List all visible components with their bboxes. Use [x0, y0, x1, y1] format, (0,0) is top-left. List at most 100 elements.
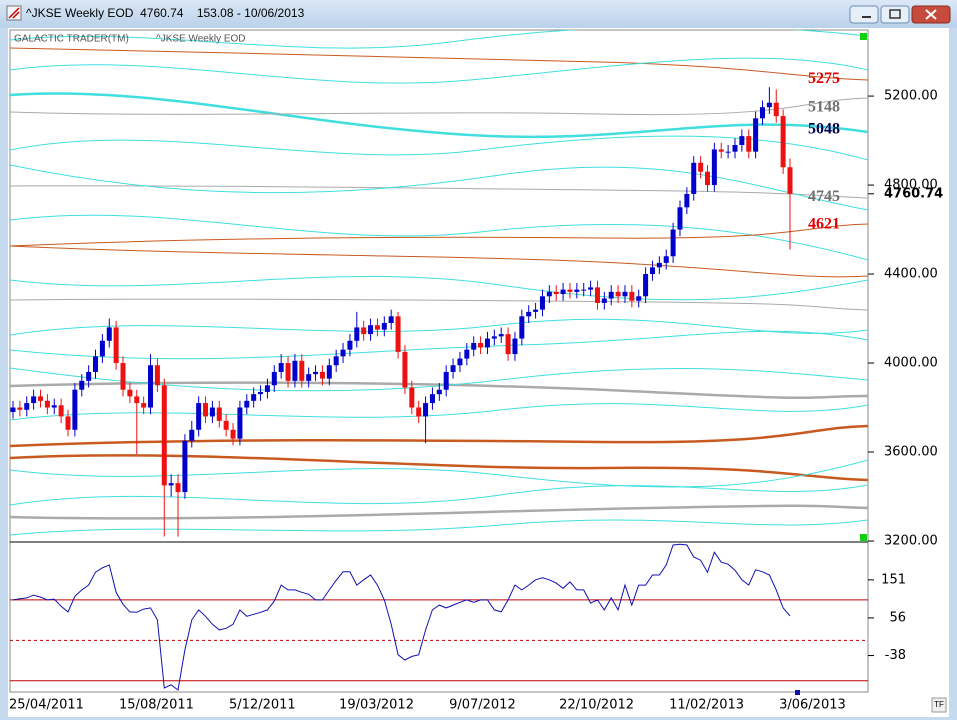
- candle-body: [704, 171, 710, 186]
- candle-body: [409, 387, 415, 408]
- x-tick-label: 25/04/2011: [9, 698, 84, 713]
- candle-body: [271, 371, 277, 386]
- candle-body: [58, 405, 64, 417]
- candle-body: [319, 371, 325, 379]
- candle-body: [732, 145, 738, 152]
- candle-body: [746, 136, 752, 152]
- app-icon-glyph: [8, 7, 20, 19]
- y-tick-label: 4400.00: [884, 267, 938, 282]
- candle-body: [608, 291, 614, 299]
- candle-body: [649, 267, 655, 275]
- candle-body: [24, 403, 30, 410]
- tf-button[interactable]: [931, 697, 947, 713]
- candle-body: [223, 420, 229, 430]
- candle-body: [711, 149, 717, 186]
- candle-body: [471, 343, 477, 350]
- candle-body: [264, 385, 270, 392]
- y-tick-label: 56: [889, 610, 906, 625]
- candle-body: [594, 287, 600, 303]
- candle-body: [629, 291, 635, 301]
- x-tick-label: 19/03/2012: [339, 698, 414, 713]
- candle-body: [698, 162, 704, 172]
- candle-body: [436, 389, 442, 395]
- panel-handle[interactable]: [860, 33, 867, 40]
- minimize-button[interactable]: [849, 5, 879, 24]
- candle-body: [423, 403, 429, 417]
- candle-body: [299, 360, 305, 381]
- y-tick-label: 4800.00: [884, 178, 938, 193]
- candle-body: [622, 291, 628, 297]
- candle-body: [601, 298, 607, 303]
- candle-body: [347, 340, 353, 350]
- candle-body: [306, 374, 312, 381]
- last-value-label: 4760.74: [884, 186, 943, 201]
- candle-body: [553, 291, 559, 295]
- oscillator: [10, 543, 868, 691]
- candle-body: [670, 229, 676, 257]
- candle-body: [368, 325, 374, 335]
- close-glyph: [925, 9, 937, 20]
- candle-body: [753, 118, 759, 152]
- candle-body: [79, 380, 85, 390]
- level-label: 4745: [808, 188, 840, 205]
- candle-body: [313, 371, 319, 375]
- maximize-glyph: [889, 9, 901, 19]
- candle-body: [443, 371, 449, 390]
- candle-body: [203, 403, 209, 417]
- x-tick-label: 3/06/2013: [779, 698, 846, 713]
- y-tick-label: -38: [885, 648, 906, 663]
- candle-body: [725, 151, 731, 153]
- candle-body: [615, 291, 621, 297]
- candle-body: [388, 316, 394, 323]
- candle-body: [31, 396, 37, 404]
- window-title: ^JKSE Weekly EOD 4760.74 153.08 - 10/06/…: [26, 6, 305, 20]
- chart-area: [8, 28, 949, 717]
- candle-body: [526, 311, 532, 317]
- candle-body: [539, 296, 545, 310]
- candle-body: [38, 396, 44, 401]
- symbol-name: ^JKSE Weekly EOD: [156, 34, 246, 45]
- candle-body: [663, 256, 669, 263]
- candle-body: [677, 207, 683, 230]
- candle-body: [120, 363, 126, 390]
- cycle-lines: [10, 30, 868, 536]
- oscillator-line: [12, 543, 791, 691]
- scroll-marker: [795, 690, 800, 695]
- candle-body: [512, 338, 518, 355]
- x-tick-label: 9/07/2012: [449, 698, 516, 713]
- candle-body: [787, 167, 793, 194]
- candle-body: [340, 349, 346, 357]
- panel-handle[interactable]: [860, 534, 867, 541]
- y-tick-label: 4000.00: [884, 356, 938, 371]
- candle-body: [354, 327, 360, 341]
- candle-body: [691, 162, 697, 194]
- candle-body: [258, 391, 264, 395]
- level-label: 4621: [808, 216, 840, 233]
- candle-body: [766, 102, 772, 108]
- candle-body: [216, 407, 222, 421]
- candle-body: [567, 289, 573, 292]
- level-label: 5275: [808, 70, 840, 87]
- candle-body: [134, 396, 140, 404]
- candle-body: [773, 102, 779, 117]
- candle-body: [478, 343, 484, 348]
- candle-body: [127, 389, 133, 397]
- candle-body: [17, 407, 23, 410]
- candle-body: [643, 274, 649, 297]
- candle-body: [574, 289, 580, 292]
- candle-body: [498, 334, 504, 337]
- candle-body: [113, 327, 119, 364]
- candle-body: [718, 149, 724, 152]
- candle-body: [141, 403, 147, 408]
- y-tick-label: 3200.00: [884, 534, 938, 549]
- y-tick-label: 5200.00: [884, 89, 938, 104]
- candle-body: [189, 429, 195, 441]
- candle-body: [278, 363, 284, 372]
- candle-body: [161, 385, 167, 486]
- candle-body: [44, 400, 50, 408]
- maximize-button[interactable]: [880, 5, 910, 24]
- candle-body: [780, 116, 786, 168]
- minimize-glyph: [862, 16, 871, 18]
- candle-body: [450, 365, 456, 372]
